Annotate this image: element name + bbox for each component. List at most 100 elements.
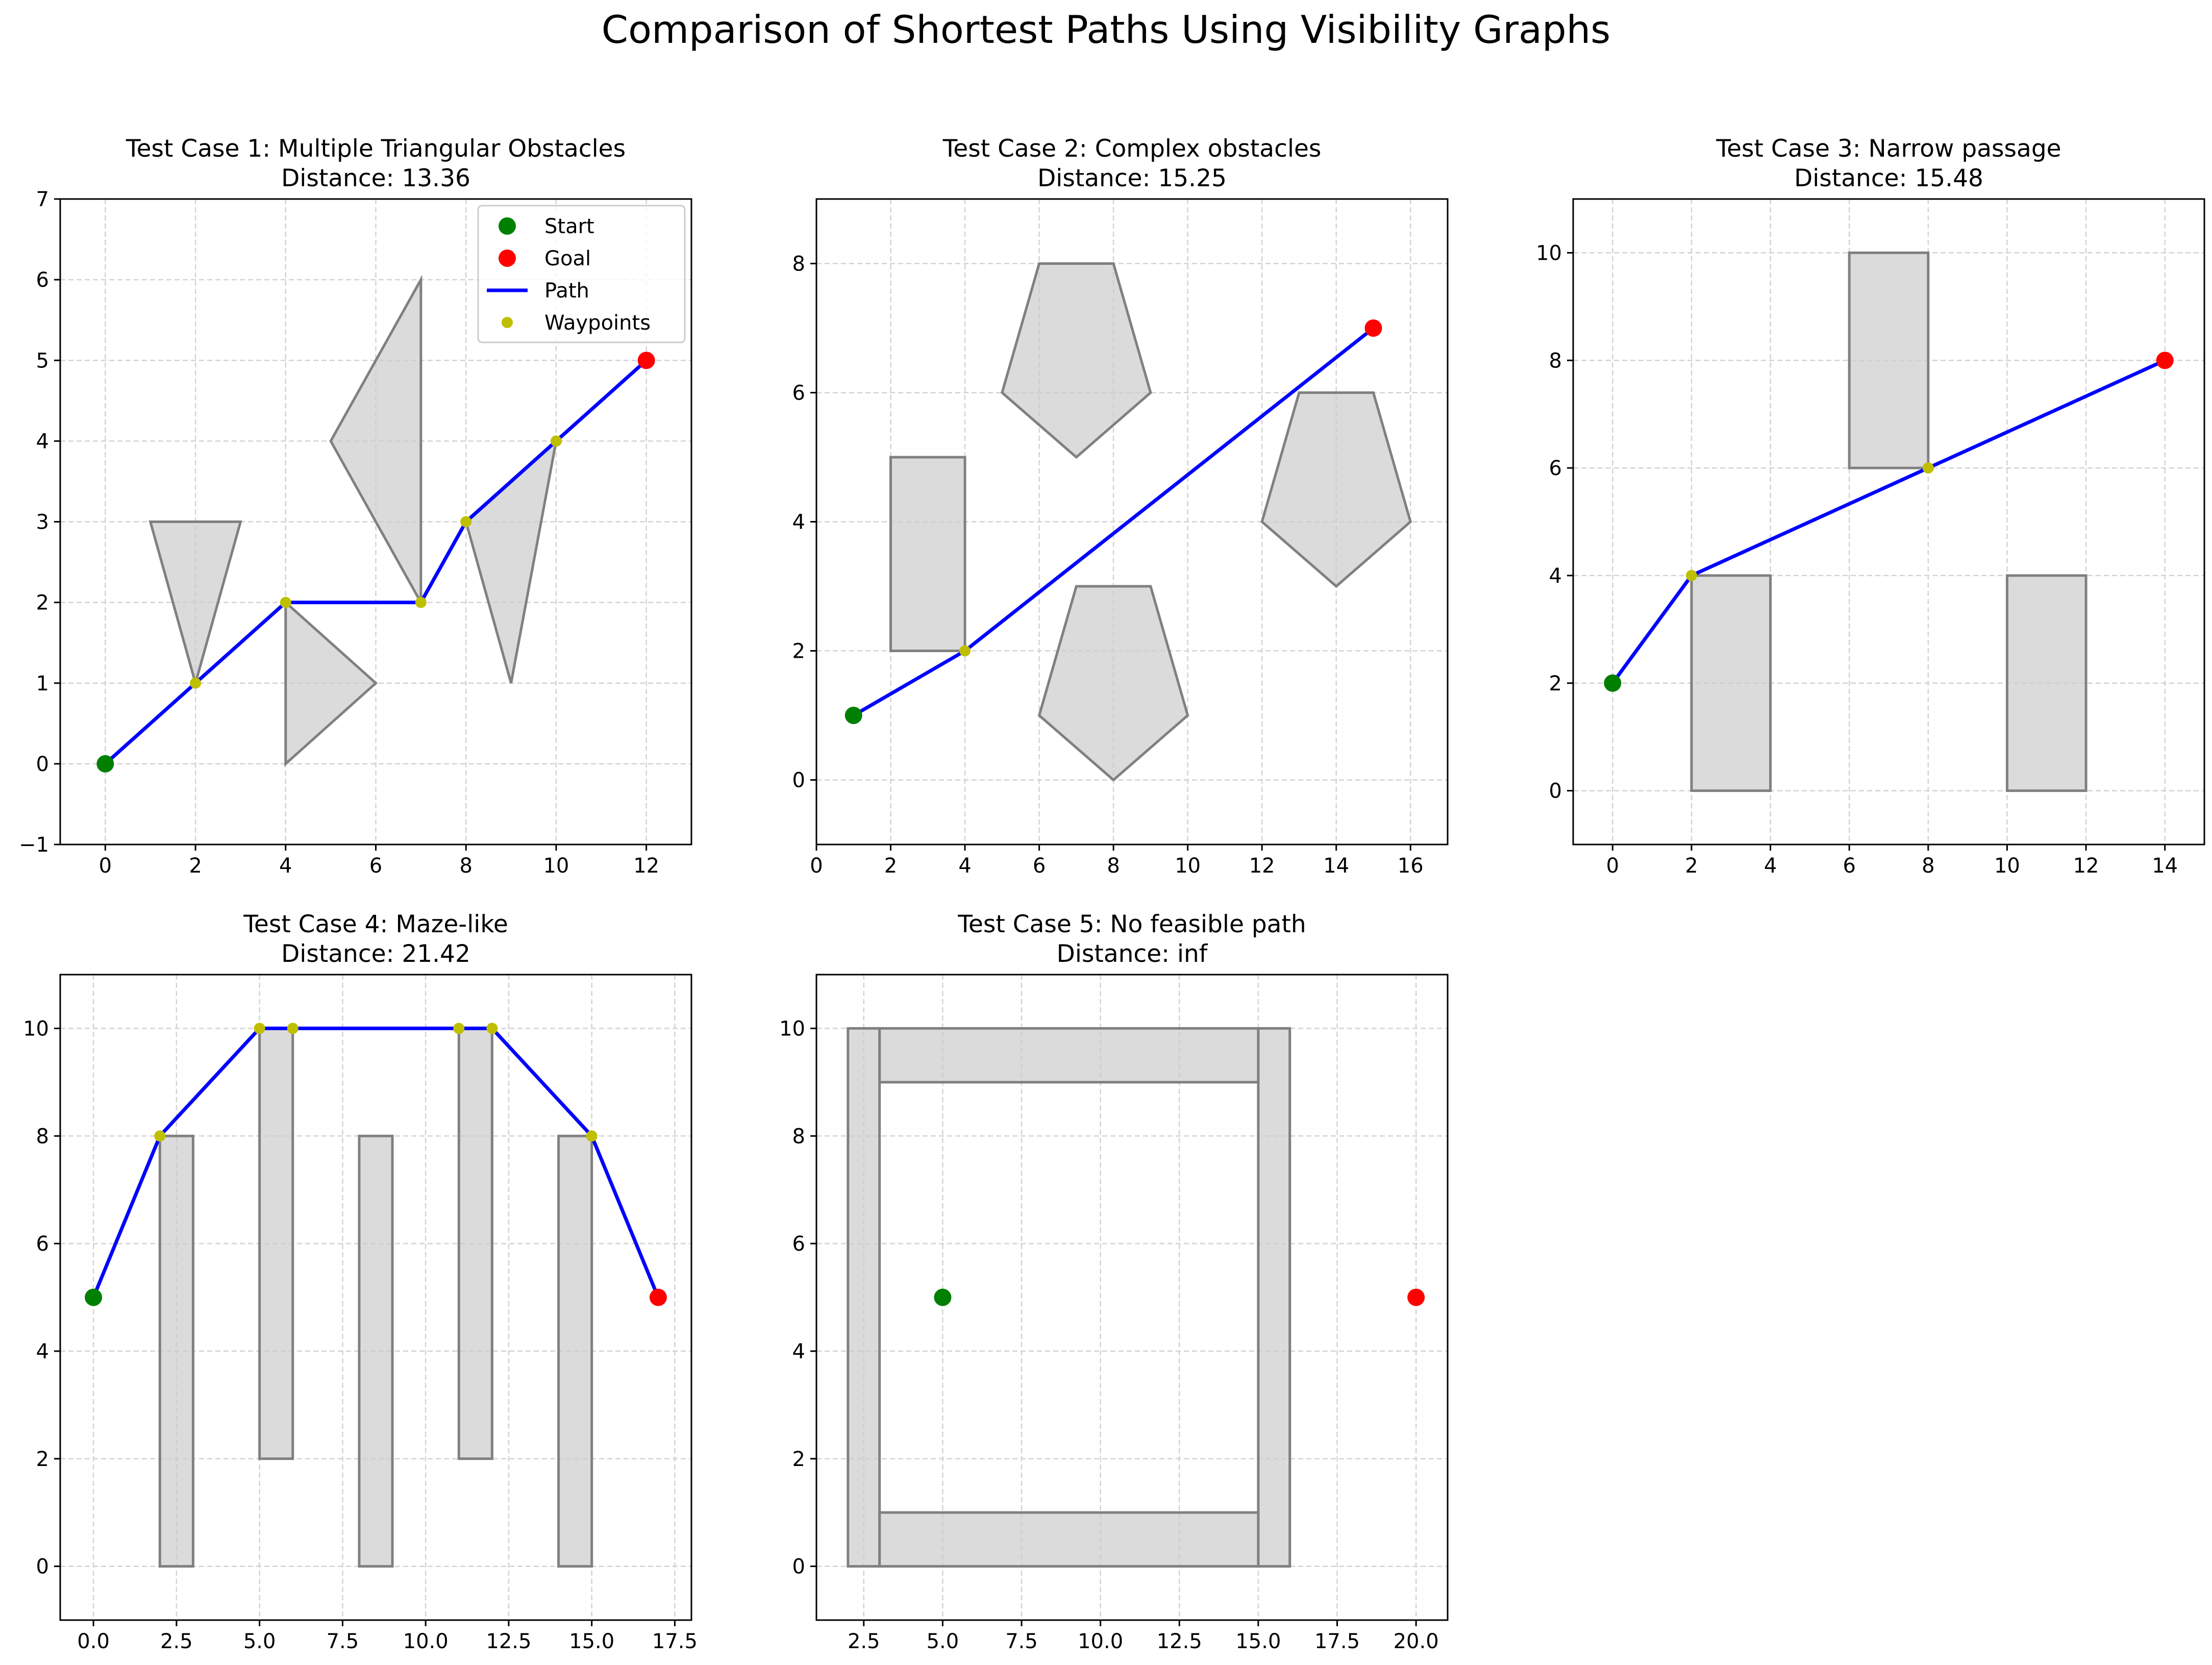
goal-point	[637, 352, 655, 369]
x-tick-label: 17.5	[1314, 1630, 1360, 1653]
start-point	[934, 1288, 952, 1306]
start-point	[1604, 674, 1622, 692]
x-tick-label: 16	[1398, 854, 1424, 878]
obstacle	[457, 1027, 493, 1460]
x-tick-label: 4	[958, 854, 971, 878]
y-tick-label: 2	[36, 1448, 49, 1471]
legend-label: Path	[544, 279, 589, 303]
legend-label: Goal	[544, 247, 591, 270]
x-tick-label: 12.5	[486, 1630, 531, 1653]
y-tick-label: 8	[792, 1125, 805, 1148]
x-tick-label: 8	[1922, 854, 1934, 878]
x-tick-label: 12	[633, 854, 659, 878]
x-tick-label: 6	[1033, 854, 1046, 878]
y-tick-label: 6	[1549, 457, 1562, 480]
x-tick-label: 2	[1685, 854, 1698, 878]
subplot-2: 0 2 4 6 8 10 12 14 16 0 2 4 6 8 Test Case 2: Complex o…	[792, 135, 1449, 878]
obstacle	[258, 1027, 294, 1460]
x-tick-label: 20.0	[1394, 1630, 1439, 1653]
x-tick-label: 10	[1994, 854, 2020, 878]
legend-marker-swatch	[499, 250, 516, 267]
y-tick-label: 3	[36, 511, 49, 534]
x-tick-label: 8	[1107, 854, 1120, 878]
axes-frame	[1572, 198, 2205, 846]
x-tick-label: 7.5	[327, 1630, 359, 1653]
figure-title: Comparison of Shortest Paths Using Visib…	[601, 7, 1611, 52]
subplot-5: 2.5 5.0 7.5 10.0 12.5 15.0 17.5 20.0 0 2 4 6 8 10 Test…	[779, 910, 1449, 1653]
waypoint	[287, 1023, 299, 1034]
subplot-3: 0 2 4 6 8 10 12 14 0 2 4 6 8 10 Test Case 3: Narrow pa…	[1536, 135, 2205, 878]
waypoint	[586, 1130, 598, 1142]
x-tick-label: 5.0	[927, 1630, 959, 1653]
subplot-title: Test Case 3: Narrow passage	[1716, 135, 2061, 163]
subplot-distance: Distance: 21.42	[281, 940, 470, 968]
x-tick-label: 12	[1249, 854, 1275, 878]
legend-label: Waypoints	[544, 311, 651, 335]
y-tick-label: 0	[792, 1555, 805, 1579]
x-tick-label: 8	[459, 854, 472, 878]
x-tick-label: 17.5	[652, 1630, 698, 1653]
obstacle	[878, 1511, 1260, 1568]
obstacle	[464, 437, 558, 684]
obstacle	[1257, 1027, 1291, 1568]
start-point	[96, 755, 114, 773]
x-tick-label: 10.0	[403, 1630, 449, 1653]
legend-box	[477, 205, 686, 343]
obstacle	[889, 456, 966, 652]
x-tick-label: 10	[543, 854, 569, 878]
y-tick-label: 2	[792, 1448, 805, 1471]
obstacle	[557, 1134, 593, 1568]
y-tick-label: 1	[36, 672, 49, 695]
x-tick-label: 5.0	[243, 1630, 276, 1653]
subplot-distance: Distance: 13.36	[281, 164, 470, 192]
obstacle	[1037, 585, 1189, 782]
y-tick-label: 2	[36, 591, 49, 615]
goal-point	[2156, 352, 2174, 369]
waypoint	[415, 597, 427, 608]
legend-marker-swatch	[502, 317, 513, 328]
waypoint	[460, 516, 472, 528]
obstacle	[1000, 262, 1152, 459]
y-tick-label: 6	[792, 382, 805, 405]
subplot-distance: Distance: inf	[1057, 940, 1208, 968]
waypoint	[550, 435, 562, 447]
x-tick-label: 2.5	[848, 1630, 880, 1653]
waypoint	[254, 1023, 265, 1034]
obstacle	[2005, 574, 2087, 792]
obstacle	[284, 600, 378, 767]
y-tick-label: 2	[792, 640, 805, 663]
y-tick-label: 4	[792, 1340, 805, 1363]
start-point	[85, 1288, 103, 1306]
y-tick-label: 2	[1549, 672, 1562, 695]
obstacle	[1260, 391, 1412, 588]
obstacle	[847, 1027, 881, 1568]
y-tick-label: 6	[36, 268, 49, 292]
legend: Start Goal Path Waypoints	[477, 205, 686, 343]
y-tick-label: 0	[792, 769, 805, 792]
subplot-title: Test Case 1: Multiple Triangular Obstacl…	[126, 135, 626, 163]
subplot-distance: Distance: 15.25	[1037, 164, 1227, 192]
subplot-title: Test Case 2: Complex obstacles	[942, 135, 1322, 163]
y-tick-label: 5	[36, 349, 49, 372]
x-tick-label: 7.5	[1005, 1630, 1038, 1653]
x-tick-label: 15.0	[1235, 1630, 1281, 1653]
y-tick-label: 4	[36, 430, 49, 453]
y-tick-label: 8	[792, 253, 805, 276]
y-tick-label: 7	[36, 188, 49, 211]
goal-point	[649, 1288, 667, 1306]
x-tick-label: 14	[2152, 854, 2178, 878]
waypoint	[1922, 462, 1934, 474]
path-line	[1610, 358, 2168, 686]
y-tick-label: 10	[1536, 241, 1562, 265]
obstacle	[158, 1134, 194, 1568]
waypoint	[190, 677, 202, 689]
x-tick-label: 2.5	[160, 1630, 193, 1653]
x-tick-label: 6	[369, 854, 382, 878]
x-tick-label: 0	[99, 854, 112, 878]
x-tick-label: 10.0	[1078, 1630, 1123, 1653]
x-tick-label: 12.5	[1157, 1630, 1202, 1653]
obstacle	[329, 275, 422, 608]
start-point	[844, 707, 862, 724]
